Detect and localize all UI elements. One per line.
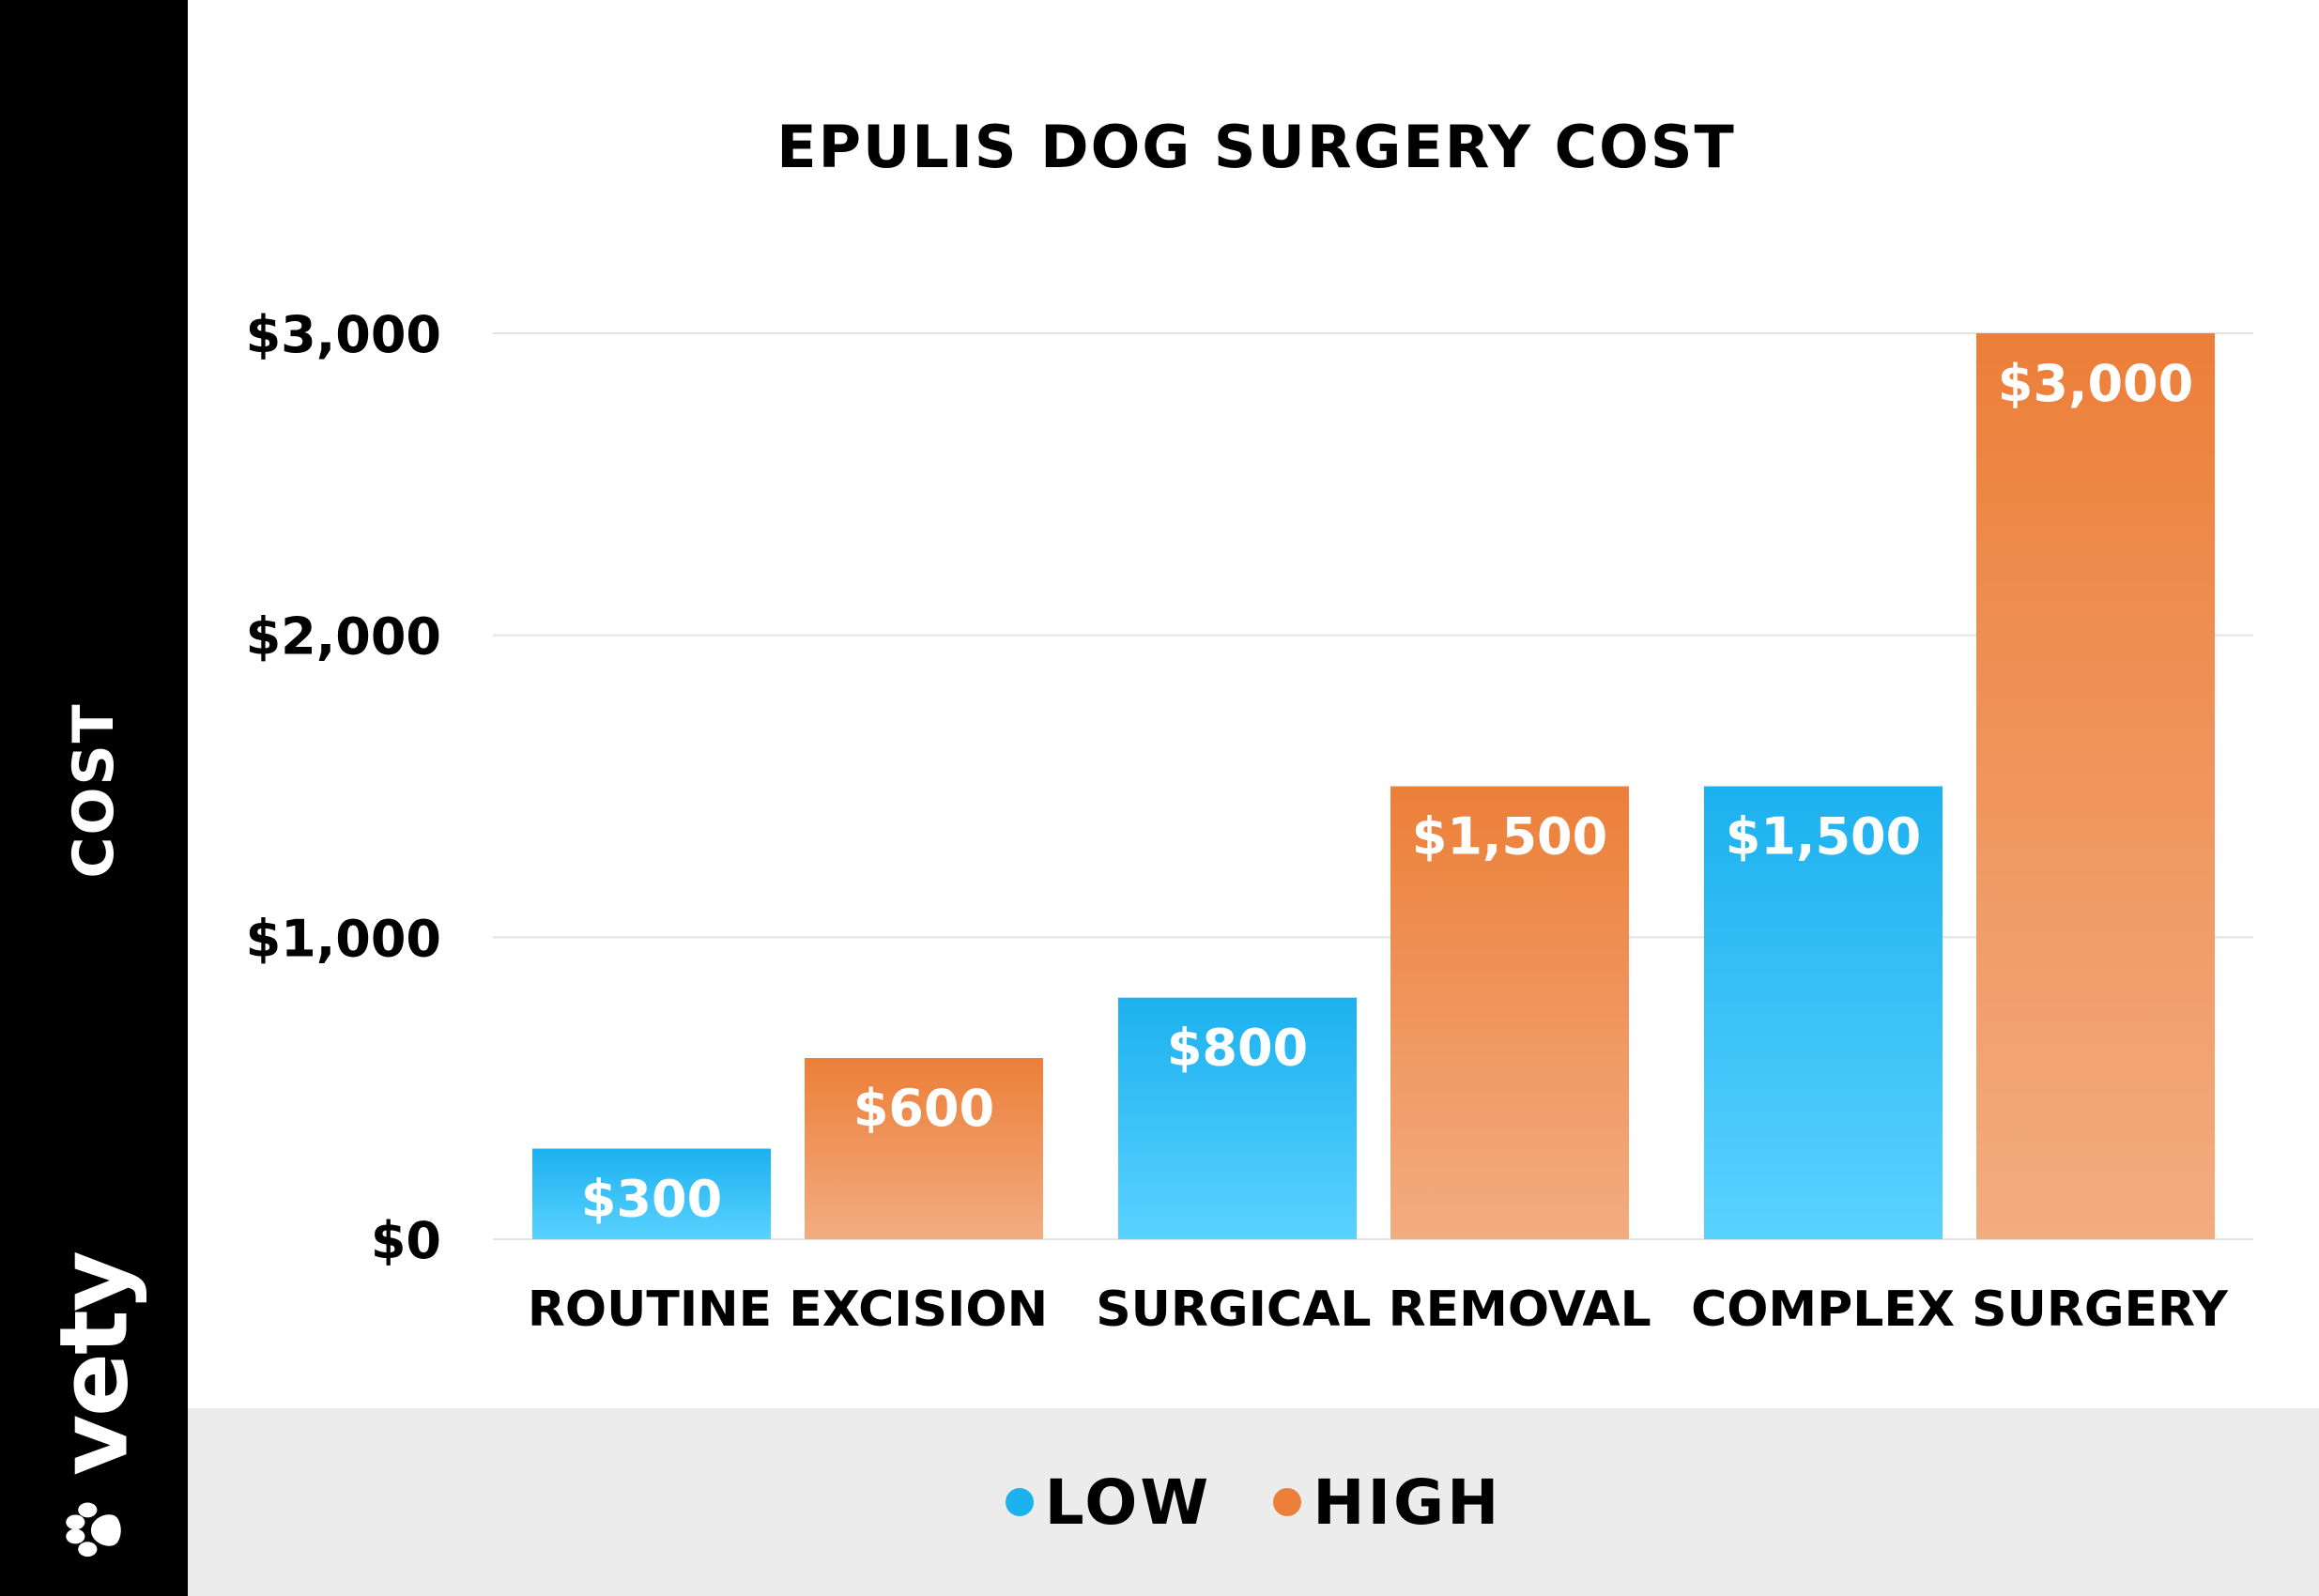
legend-item-low: LOW [1005,1466,1212,1539]
x-category-label: SURGICAL REMOVAL [1096,1281,1651,1338]
x-category-label: ROUTINE EXCISION [528,1281,1048,1338]
bars: $300 $600 $800 $1,500 $1,500 $3,000 [532,333,2215,1239]
bar-high [805,1058,1043,1239]
bar-value-label: $1,500 [1726,807,1921,867]
bar-high [1976,333,2215,1239]
bar-low [1118,997,1357,1239]
bar-value-label: $800 [1167,1019,1308,1078]
x-category-label: COMPLEX SURGERY [1691,1281,2229,1338]
legend-label-low: LOW [1044,1466,1212,1539]
x-axis-categories: ROUTINE EXCISION SURGICAL REMOVAL COMPLEX … [528,1281,2229,1338]
legend-swatch-low [1005,1488,1034,1516]
legend-swatch-high [1273,1488,1302,1516]
grid-lines [493,332,2253,1240]
bar-chart: EPULIS DOG SURGERY COST $0 $1,000 $2,000 $3… [246,113,2253,1338]
chart-title: EPULIS DOG SURGERY COST [776,113,1736,181]
bar-value-label: $1,500 [1412,807,1607,867]
y-tick-label: $2,000 [246,607,441,667]
y-tick-label: $0 [371,1211,441,1270]
brand-logo: vety [39,1252,149,1564]
legend-label-high: HIGH [1313,1466,1502,1539]
bar-high [1390,786,1629,1239]
bar-value-label: $300 [581,1170,722,1229]
bar-value-label: $600 [853,1079,994,1138]
y-tick-label: $1,000 [246,909,441,968]
bar-value-label: $3,000 [1998,354,2193,413]
legend-band: LOW HIGH [188,1408,2319,1596]
bar-low [1704,786,1943,1239]
y-tick-label: $3,000 [246,305,441,364]
legend-item-high: HIGH [1273,1466,1501,1539]
y-axis-ticks: $0 $1,000 $2,000 $3,000 [246,305,441,1270]
legend: LOW HIGH [188,1408,2319,1596]
bar-low [532,1148,771,1239]
sidebar: COST vety [0,0,188,1596]
paw-icon [65,1502,121,1558]
